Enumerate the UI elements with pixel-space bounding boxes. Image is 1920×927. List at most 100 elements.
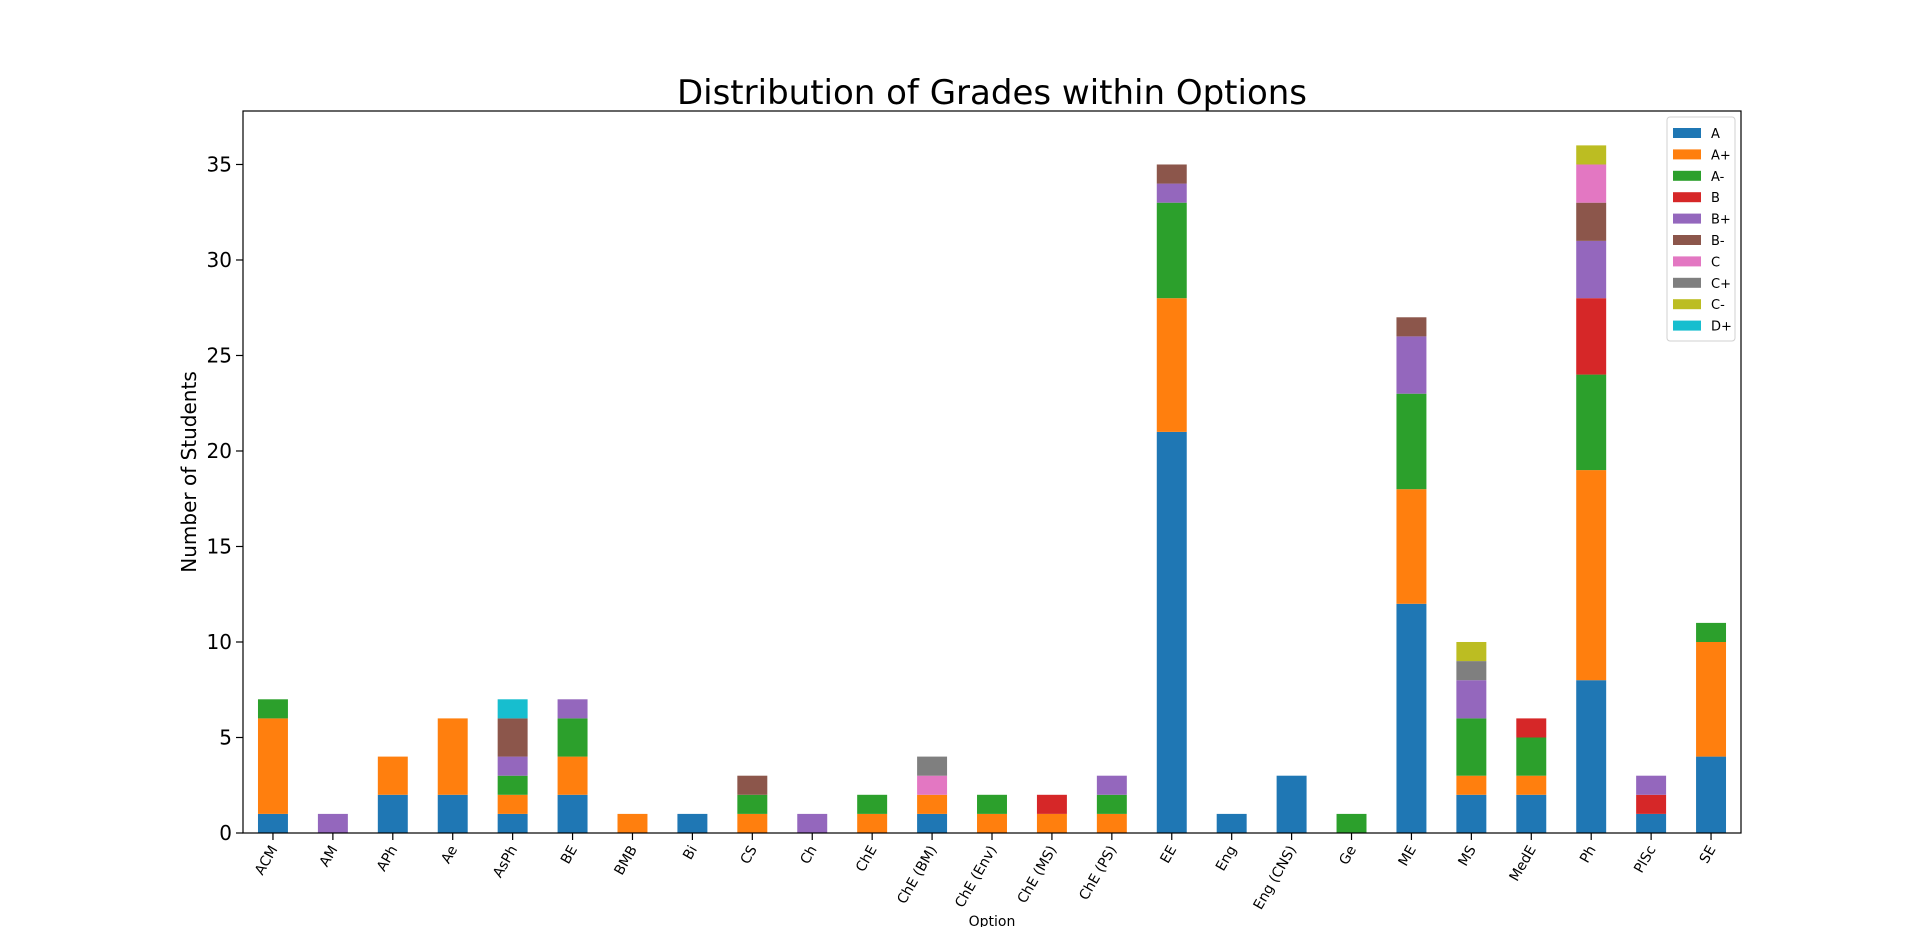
- bar-segment: [917, 813, 948, 833]
- bar-segment: [557, 699, 588, 719]
- bar-segment: [617, 813, 648, 833]
- bar-segment: [1696, 756, 1727, 833]
- bar-segment: [497, 718, 528, 757]
- x-tick-label: ChE (PS): [1076, 843, 1120, 903]
- x-tick-label: ME: [1396, 843, 1420, 869]
- legend-label: A: [1711, 127, 1720, 142]
- bar-segment: [317, 813, 348, 833]
- x-tick-label: BE: [558, 843, 581, 867]
- bar-segment: [1576, 164, 1607, 203]
- bar-segment: [1156, 183, 1187, 203]
- bar-segment: [1096, 813, 1127, 833]
- x-tick-label: AM: [317, 843, 342, 870]
- bar-segment: [1156, 164, 1187, 184]
- bar-segment: [1156, 298, 1187, 432]
- bar-segment: [1156, 202, 1187, 299]
- legend-swatch: [1673, 235, 1701, 245]
- bar-segment: [1696, 622, 1727, 642]
- bar-segment: [1036, 813, 1067, 833]
- plot-frame: [242, 110, 1742, 834]
- bar-segment: [1576, 145, 1607, 165]
- bar-segment: [1696, 641, 1727, 757]
- bar-segment: [1396, 603, 1427, 833]
- y-tick-label: 5: [219, 725, 232, 749]
- legend-label: C-: [1711, 298, 1725, 313]
- x-axis: ACM AM APh Ae AsPh BE BMB Bi CS Ch ChE ChE (BM) ChE …: [252, 833, 1720, 913]
- x-tick-label: APh: [374, 843, 401, 874]
- bar-segment: [1036, 794, 1067, 814]
- x-tick-label: Bi: [680, 843, 701, 863]
- bar-segment: [1576, 240, 1607, 299]
- y-axis-label: Number of Students: [177, 371, 201, 572]
- bar-segment: [497, 813, 528, 833]
- x-tick-label: Ph: [1577, 843, 1600, 866]
- bar-segment: [1576, 470, 1607, 681]
- bar-segment: [1276, 775, 1307, 833]
- legend-swatch: [1673, 170, 1701, 181]
- legend-swatch: [1673, 277, 1701, 288]
- bar-segment: [377, 794, 408, 833]
- bar-segment: [857, 813, 888, 833]
- y-tick-label: 20: [207, 439, 232, 463]
- legend-swatch: [1673, 192, 1701, 203]
- legend-swatch: [1673, 213, 1701, 224]
- x-tick-label: ChE (BM): [894, 843, 940, 907]
- y-tick-label: 0: [219, 821, 232, 845]
- bar-segment: [1096, 794, 1127, 814]
- bar-segment: [1096, 775, 1127, 795]
- bar-segment: [677, 813, 708, 833]
- bar-segment: [257, 699, 288, 719]
- bar-segment: [917, 794, 948, 814]
- bar-segment: [557, 794, 588, 833]
- bar-segment: [917, 775, 948, 795]
- legend-label: D+: [1711, 320, 1732, 335]
- bar-segment: [497, 775, 528, 795]
- bar-segment: [257, 813, 288, 833]
- bar-segment: [1156, 431, 1187, 833]
- bar-segment: [1516, 794, 1547, 833]
- legend-swatch: [1673, 256, 1701, 267]
- legend: A A+ A- B B+ B- C C+ C- D+: [1666, 116, 1736, 342]
- y-axis: 0 5 10 15 20 25 30 35: [207, 152, 243, 845]
- bar-segment: [1456, 775, 1487, 795]
- bar-segment: [1396, 393, 1427, 490]
- bar-segment: [1636, 813, 1667, 833]
- bar-segment: [1636, 794, 1667, 814]
- bar-segment: [737, 794, 768, 814]
- x-tick-label: ChE (Env): [952, 843, 1000, 911]
- x-tick-label: ACM: [252, 843, 281, 878]
- legend-swatch: [1673, 128, 1701, 138]
- legend-label: C: [1711, 255, 1720, 270]
- bar-segment: [737, 813, 768, 833]
- bar-segment: [1216, 813, 1247, 833]
- bar-segment: [557, 756, 588, 795]
- chart-title: Distribution of Grades within Options: [677, 73, 1307, 113]
- x-tick-label: ChE: [853, 843, 881, 875]
- bar-segment: [857, 794, 888, 814]
- x-tick-label: EE: [1158, 843, 1181, 866]
- bar-segment: [497, 699, 528, 719]
- bar-segment: [1576, 298, 1607, 375]
- bar-segment: [1456, 680, 1487, 719]
- x-tick-label: CS: [738, 843, 761, 867]
- x-tick-label: Ge: [1336, 843, 1360, 868]
- legend-swatch: [1673, 299, 1701, 310]
- bar-segment: [1336, 813, 1367, 833]
- legend-swatch: [1673, 149, 1701, 160]
- bar-segment: [1576, 374, 1607, 471]
- x-tick-label: PlSc: [1631, 843, 1659, 876]
- bar-segment: [437, 794, 468, 833]
- bar-segment: [917, 756, 948, 776]
- x-tick-label: AsPh: [490, 843, 521, 881]
- legend-label: C+: [1711, 277, 1731, 292]
- bar-segment: [497, 756, 528, 776]
- bar-segment: [977, 794, 1007, 814]
- bar-segment: [497, 794, 528, 814]
- y-tick-label: 10: [207, 630, 232, 654]
- x-tick-label: MS: [1455, 843, 1479, 869]
- y-tick-label: 30: [207, 248, 232, 272]
- bar-segment: [1576, 680, 1607, 833]
- bar-segment: [1456, 661, 1487, 681]
- legend-swatch: [1673, 320, 1701, 331]
